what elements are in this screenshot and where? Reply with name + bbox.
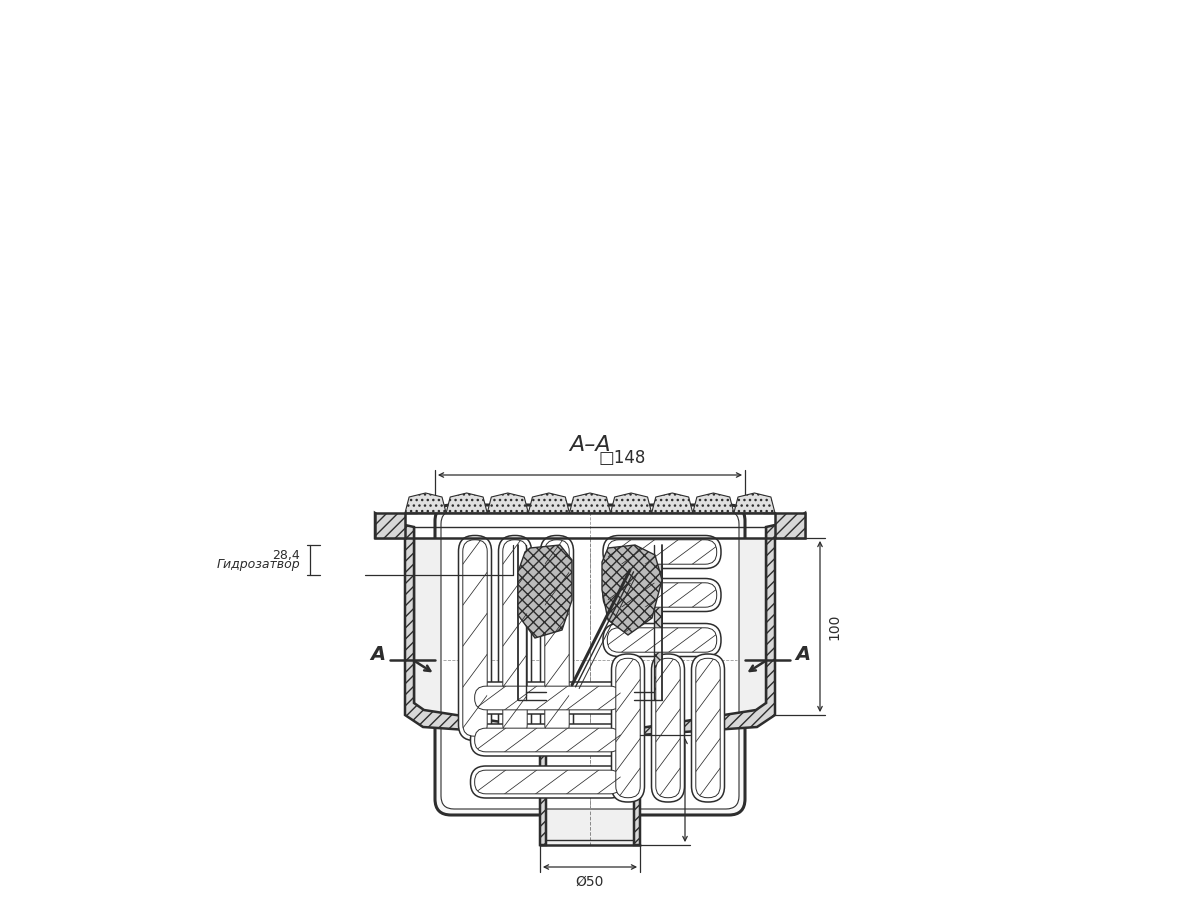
FancyBboxPatch shape bbox=[655, 658, 680, 797]
Text: Ø50: Ø50 bbox=[576, 875, 604, 889]
Polygon shape bbox=[654, 545, 662, 700]
Text: 100: 100 bbox=[827, 613, 841, 640]
FancyBboxPatch shape bbox=[616, 658, 641, 797]
Polygon shape bbox=[734, 493, 775, 513]
Polygon shape bbox=[374, 513, 546, 845]
FancyBboxPatch shape bbox=[612, 654, 644, 802]
Text: Гидрозатвор: Гидрозатвор bbox=[216, 558, 300, 571]
FancyBboxPatch shape bbox=[607, 628, 716, 652]
FancyBboxPatch shape bbox=[652, 654, 684, 802]
FancyBboxPatch shape bbox=[696, 658, 720, 797]
Text: 28,4: 28,4 bbox=[272, 549, 300, 562]
Polygon shape bbox=[487, 493, 528, 513]
Polygon shape bbox=[570, 493, 611, 513]
FancyBboxPatch shape bbox=[442, 511, 739, 809]
FancyBboxPatch shape bbox=[545, 540, 569, 736]
Text: А: А bbox=[370, 644, 385, 663]
FancyBboxPatch shape bbox=[436, 505, 745, 815]
Polygon shape bbox=[602, 545, 662, 635]
FancyBboxPatch shape bbox=[470, 766, 625, 798]
FancyBboxPatch shape bbox=[503, 540, 527, 736]
Polygon shape bbox=[406, 493, 446, 513]
FancyBboxPatch shape bbox=[604, 536, 721, 569]
FancyBboxPatch shape bbox=[470, 682, 625, 714]
Polygon shape bbox=[634, 513, 805, 845]
FancyBboxPatch shape bbox=[475, 686, 622, 710]
Polygon shape bbox=[611, 493, 652, 513]
FancyBboxPatch shape bbox=[475, 728, 622, 752]
FancyBboxPatch shape bbox=[540, 536, 574, 741]
Polygon shape bbox=[518, 545, 572, 638]
FancyBboxPatch shape bbox=[604, 624, 721, 656]
FancyBboxPatch shape bbox=[607, 583, 716, 608]
FancyBboxPatch shape bbox=[498, 536, 532, 741]
Text: □148: □148 bbox=[598, 449, 646, 467]
FancyBboxPatch shape bbox=[470, 724, 625, 756]
Polygon shape bbox=[692, 493, 734, 513]
Text: 40: 40 bbox=[692, 781, 706, 799]
Polygon shape bbox=[446, 493, 487, 513]
Polygon shape bbox=[652, 493, 692, 513]
Polygon shape bbox=[775, 513, 805, 538]
FancyBboxPatch shape bbox=[463, 540, 487, 736]
FancyBboxPatch shape bbox=[604, 579, 721, 611]
FancyBboxPatch shape bbox=[691, 654, 725, 802]
Polygon shape bbox=[528, 493, 570, 513]
FancyBboxPatch shape bbox=[607, 540, 716, 564]
Polygon shape bbox=[406, 538, 775, 845]
Polygon shape bbox=[518, 545, 526, 700]
FancyBboxPatch shape bbox=[458, 536, 492, 741]
Polygon shape bbox=[374, 513, 406, 538]
FancyBboxPatch shape bbox=[475, 770, 622, 794]
Text: А–А: А–А bbox=[569, 435, 611, 455]
Text: А: А bbox=[796, 644, 810, 663]
